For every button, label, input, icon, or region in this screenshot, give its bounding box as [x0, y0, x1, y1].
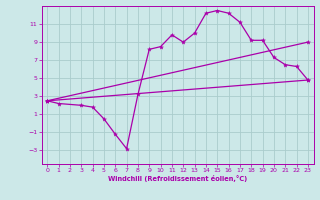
X-axis label: Windchill (Refroidissement éolien,°C): Windchill (Refroidissement éolien,°C) — [108, 175, 247, 182]
